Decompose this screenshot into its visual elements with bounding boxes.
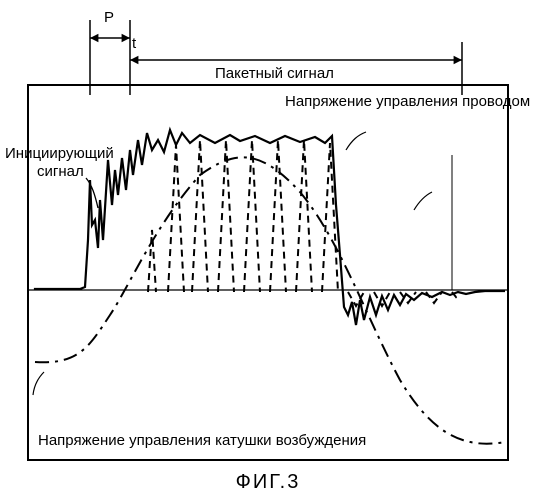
oscilloscope-figure: P t Пакетный сигнал Напряжение управлени… <box>0 0 536 470</box>
label-wire-voltage: Напряжение управления проводом <box>285 93 530 110</box>
leader-right-2 <box>414 192 432 210</box>
label-packet: Пакетный сигнал <box>215 65 334 82</box>
figure-caption: ФИГ.3 <box>0 471 536 494</box>
leader-bottom-left <box>33 372 44 395</box>
label-coil-voltage: Напряжение управления катушки возбуждени… <box>38 432 366 449</box>
label-P: P <box>104 9 114 26</box>
label-init-1: Инициирующий <box>5 145 114 162</box>
label-t: t <box>132 35 137 52</box>
packet-pulses <box>148 140 460 306</box>
label-init-2: сигнал <box>37 163 84 180</box>
leader-right-1 <box>346 132 366 150</box>
figure-container: { "figure": { "caption": "ФИГ.3", "label… <box>0 0 536 500</box>
